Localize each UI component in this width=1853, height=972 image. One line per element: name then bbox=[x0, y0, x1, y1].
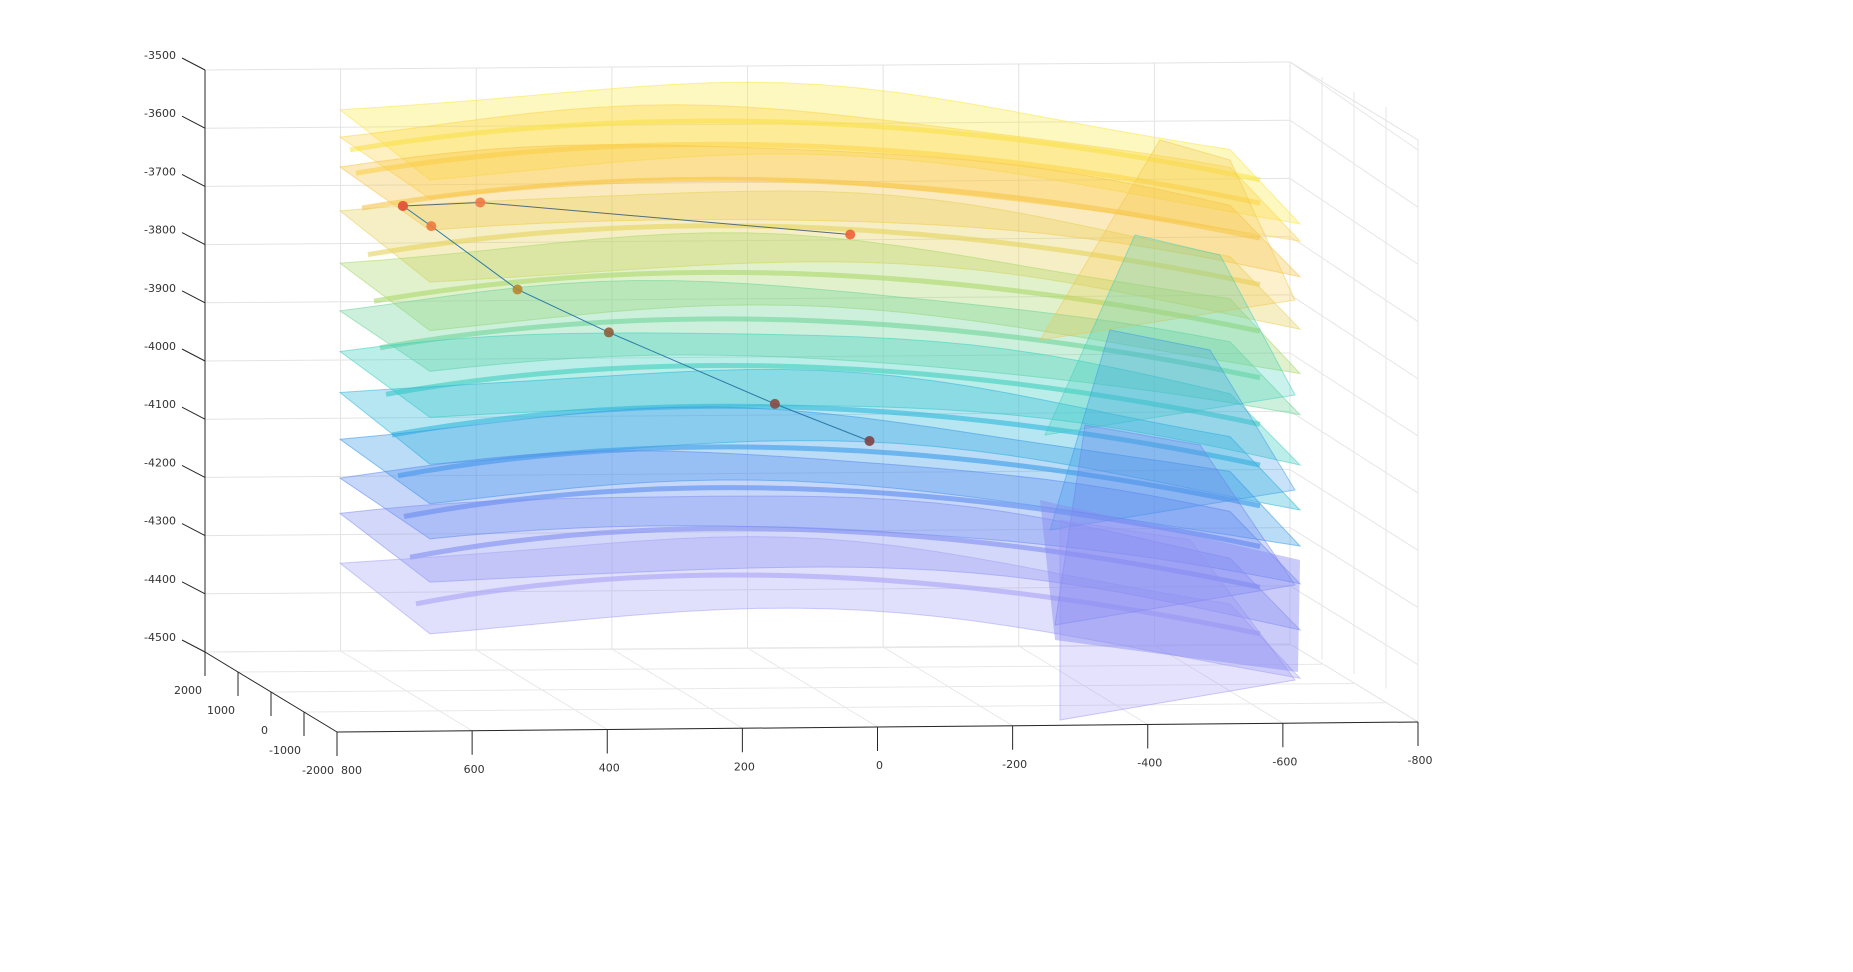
surface-layer-4 bbox=[338, 232, 1302, 375]
x-tick-label: -800 bbox=[1408, 754, 1433, 767]
grid-line-floor-y bbox=[237, 663, 1323, 673]
grid-line-side bbox=[1289, 643, 1419, 723]
z-tick bbox=[181, 581, 206, 595]
fault-curtain-1 bbox=[1044, 234, 1296, 436]
surface-ridge-6 bbox=[385, 362, 1261, 427]
axes: -3500-3600-3700-3800-3900-4000-4100-4200… bbox=[144, 49, 1432, 777]
grid-line-z bbox=[204, 410, 1291, 420]
grid-line-z bbox=[204, 61, 1291, 71]
well-point bbox=[603, 327, 614, 338]
y-tick-label: 0 bbox=[261, 724, 268, 737]
surface-layer-8 bbox=[338, 406, 1302, 547]
x-tick-label: 0 bbox=[876, 759, 883, 772]
y-tick-label: -2000 bbox=[302, 764, 334, 777]
x-tick-label: 800 bbox=[341, 764, 362, 777]
surface-layer-0 bbox=[338, 81, 1302, 225]
x-tick-label: 400 bbox=[599, 762, 620, 775]
surfaces bbox=[338, 81, 1302, 721]
z-tick-label: -3900 bbox=[144, 282, 176, 295]
z-tick bbox=[181, 57, 206, 71]
x-tick-label: -400 bbox=[1137, 757, 1162, 770]
z-tick bbox=[181, 639, 206, 653]
z-tick-label: -4300 bbox=[144, 515, 176, 528]
x-tick-label: 200 bbox=[734, 760, 755, 773]
z-tick-label: -4400 bbox=[144, 573, 176, 586]
surface-ridge-8 bbox=[397, 444, 1261, 509]
z-tick-label: -3600 bbox=[144, 107, 176, 120]
z-tick-label: -3500 bbox=[144, 49, 176, 62]
z-tick bbox=[181, 523, 206, 537]
well-point bbox=[397, 200, 408, 211]
well-point bbox=[426, 221, 437, 232]
surface-layer-11 bbox=[338, 536, 1302, 679]
surface-ridge-5 bbox=[379, 316, 1261, 381]
surface-layer-3 bbox=[338, 190, 1302, 331]
grid-line-z bbox=[204, 352, 1291, 362]
fault-curtain-4 bbox=[1059, 519, 1296, 721]
x-tick-label: 600 bbox=[464, 763, 485, 776]
grid-line-z bbox=[204, 585, 1291, 595]
z-tick-label: -4000 bbox=[144, 340, 176, 353]
z-tick bbox=[181, 115, 206, 129]
grid-line-floor-y bbox=[270, 683, 1355, 693]
z-tick-label: -3700 bbox=[144, 165, 176, 178]
well-path-1 bbox=[402, 205, 870, 442]
fault-curtain-base bbox=[1040, 500, 1300, 672]
well-paths bbox=[397, 197, 875, 446]
x-tick-label: -600 bbox=[1272, 755, 1297, 768]
fault-curtain-0 bbox=[1039, 139, 1296, 341]
z-tick-label: -3800 bbox=[144, 224, 176, 237]
y-tick-label: 1000 bbox=[207, 704, 235, 717]
surface-layer-9 bbox=[338, 450, 1302, 585]
z-tick-label: -4200 bbox=[144, 456, 176, 469]
y-tick-label: -1000 bbox=[269, 744, 301, 757]
surface-ridge-7 bbox=[391, 403, 1261, 468]
grid-line-z bbox=[204, 119, 1291, 129]
surface-layer-5 bbox=[338, 279, 1302, 416]
z-tick bbox=[181, 232, 206, 246]
well-point bbox=[475, 197, 486, 208]
surface-ridge-2 bbox=[361, 176, 1261, 241]
grid-line-floor-y bbox=[303, 702, 1387, 713]
surface-layer-2 bbox=[338, 144, 1302, 278]
grid-line-side-top bbox=[1289, 61, 1419, 141]
z-tick bbox=[181, 464, 206, 478]
well-point bbox=[845, 229, 856, 240]
y-tick-label: 2000 bbox=[174, 684, 202, 697]
z-tick-label: -4100 bbox=[144, 398, 176, 411]
z-tick bbox=[181, 406, 206, 420]
z-tick-label: -4500 bbox=[144, 631, 176, 644]
z-tick bbox=[181, 348, 206, 362]
well-point bbox=[512, 284, 523, 295]
fault-curtain-3 bbox=[1054, 424, 1296, 626]
grid-line-z bbox=[204, 236, 1291, 246]
surface-ridge-0 bbox=[349, 118, 1261, 183]
surface-layer-7 bbox=[338, 369, 1302, 511]
z-tick bbox=[181, 290, 206, 304]
surface-ridge-10 bbox=[409, 525, 1261, 590]
well-point bbox=[769, 398, 780, 409]
fault-curtain-2 bbox=[1049, 329, 1296, 531]
x-tick-label: -200 bbox=[1002, 758, 1027, 771]
surface-ridge-3 bbox=[367, 223, 1261, 288]
surface-ridge-1 bbox=[355, 141, 1261, 206]
grid-line-z bbox=[204, 527, 1291, 537]
well-point bbox=[864, 435, 875, 446]
surface-ridge-4 bbox=[373, 269, 1261, 334]
z-tick bbox=[181, 173, 206, 187]
grid-line-z bbox=[204, 468, 1291, 478]
grid-line-floor-y bbox=[204, 644, 1291, 653]
surface-ridge-11 bbox=[415, 572, 1261, 637]
